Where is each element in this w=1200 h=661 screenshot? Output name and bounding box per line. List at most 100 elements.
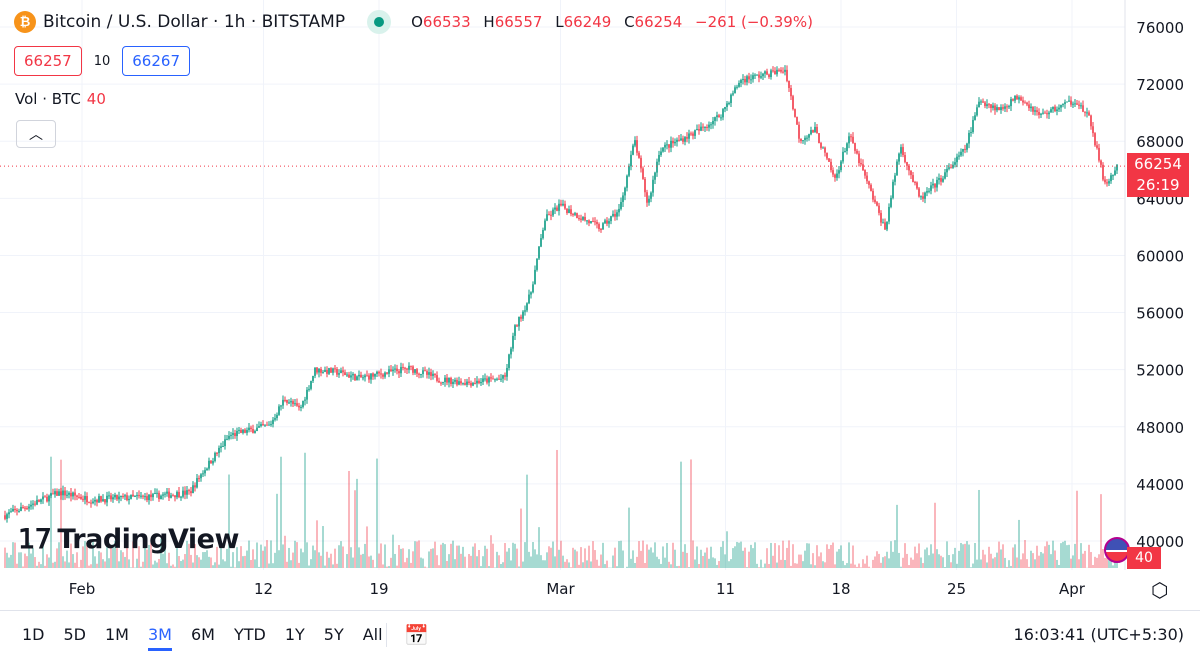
range-1m[interactable]: 1M [105,625,129,644]
candle-body [114,495,116,497]
candle-body [508,354,510,368]
volume-bar [104,561,106,568]
candle-body [166,492,168,494]
volume-bar [528,552,530,568]
volume-bar [554,556,556,568]
volume-bar [490,535,492,568]
candle-body [14,509,16,510]
volume-bar [744,548,746,568]
candle-body [858,154,860,163]
candle-body [684,137,686,142]
volume-bar [196,555,198,568]
volume-bar [14,543,16,568]
candle-body [1092,126,1094,133]
volume-bar [434,542,436,568]
candle-body [54,491,56,494]
candle-body [500,379,502,380]
volume-bar [792,544,794,568]
candle-body [764,71,766,73]
volume-bar [740,542,742,568]
volume-bar [156,562,158,568]
candle-body [670,141,672,148]
candle-body [800,139,802,141]
collapse-legend-button[interactable]: ︿ [16,120,56,148]
candle-body [170,495,172,498]
volume-bar [80,560,82,568]
candle-body [664,145,666,148]
candle-body [342,370,344,372]
volume-bar [606,561,608,568]
candle-body [248,428,250,430]
candle-body [1056,109,1058,111]
volume-bar [1076,491,1078,568]
symbol-title[interactable]: Bitcoin / U.S. Dollar · 1h · BITSTAMP [43,12,345,32]
candle-body [706,127,708,128]
candle-body [264,425,266,426]
range-all[interactable]: All [363,625,383,644]
volume-bar [352,558,354,568]
volume-bar [716,565,718,568]
price-chart[interactable]: 4000044000480005200056000600006400068000… [0,0,1200,610]
volume-bar [522,562,524,568]
candle-body [768,75,770,77]
candle-body [730,95,732,103]
candle-body [698,129,700,131]
calendar-goto-date-icon[interactable]: 📅 [404,623,429,647]
candle-body [750,79,752,80]
range-5d[interactable]: 5D [64,625,87,644]
volume-badge: 40 [1127,547,1161,569]
candle-body [812,130,814,132]
candle-body [780,70,782,72]
volume-bar [200,560,202,568]
volume-bar [742,551,744,568]
volume-bar [504,543,506,568]
candle-body [368,375,370,379]
candle-body [1050,109,1052,112]
candle-body [184,491,186,495]
candle-body [652,180,654,193]
volume-bar [1112,565,1114,568]
clock-timezone[interactable]: 16:03:41 (UTC+5:30) [1014,625,1184,644]
volume-bar [532,542,534,568]
candle-body [850,136,852,137]
volume-bar [1032,553,1034,568]
candle-body [612,214,614,216]
range-3m[interactable]: 3M [148,625,172,644]
volume-bar [222,559,224,568]
volume-bar [154,561,156,568]
buy-button[interactable]: 66267 [122,46,190,76]
volume-bar [1024,540,1026,568]
range-5y[interactable]: 5Y [324,625,344,644]
range-ytd[interactable]: YTD [234,625,266,644]
candle-body [496,379,498,380]
candle-body [80,497,82,499]
tradingview-logo[interactable]: 𝟣𝟩 TradingView [18,524,239,555]
volume-bar [568,562,570,568]
candle-body [662,148,664,152]
range-1y[interactable]: 1Y [285,625,305,644]
candle-body [102,499,104,501]
candle-body [112,497,114,499]
chart-settings-icon[interactable]: ⬡ [1151,578,1168,602]
candle-body [488,377,490,382]
candle-body [622,195,624,202]
candle-body [1028,104,1030,108]
volume-bar [862,559,864,568]
volume-bar [570,567,572,568]
candle-body [194,485,196,487]
range-1d[interactable]: 1D [22,625,45,644]
candle-body [362,377,364,378]
candle-body [914,182,916,183]
volume-bar [904,543,906,568]
volume-bar [1008,560,1010,568]
candle-body [234,433,236,436]
sell-button[interactable]: 66257 [14,46,82,76]
volume-bar [274,553,276,568]
market-status-icon[interactable] [367,10,391,34]
range-6m[interactable]: 6M [191,625,215,644]
candle-body [200,474,202,478]
volume-bar [550,548,552,568]
volume-bar [192,563,194,568]
volume-bar [538,527,540,568]
volume-bar [214,562,216,568]
